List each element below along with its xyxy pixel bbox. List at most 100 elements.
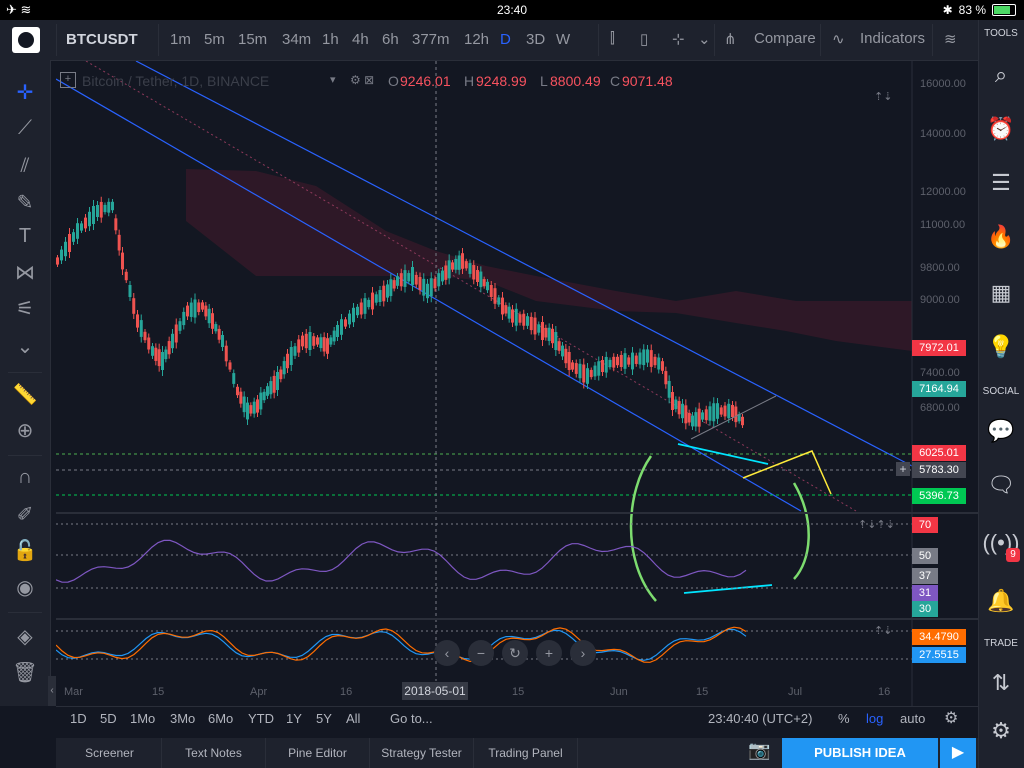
- interval-3D[interactable]: 3D: [526, 31, 546, 48]
- compare-icon[interactable]: ⋔: [724, 31, 737, 48]
- collapse-handle[interactable]: ‹: [48, 676, 56, 706]
- interval-12h[interactable]: 12h: [464, 31, 490, 48]
- interval-5m[interactable]: 5m: [204, 31, 225, 48]
- log-toggle[interactable]: log: [866, 711, 884, 726]
- interval-6h[interactable]: 6h: [382, 31, 399, 48]
- candle-body: [60, 249, 63, 261]
- candle-body: [319, 337, 323, 349]
- tab-trading-panel[interactable]: Trading Panel: [474, 738, 578, 768]
- hotlist-fire-icon[interactable]: 🔥: [987, 224, 1015, 249]
- goto-button[interactable]: Go to...: [390, 711, 433, 726]
- zoom-out-button[interactable]: −: [468, 640, 494, 666]
- news-icon[interactable]: ☰: [991, 170, 1011, 195]
- interval-4h[interactable]: 4h: [352, 31, 369, 48]
- pane-move-icon[interactable]: ⇡⇣⇡⇣: [858, 519, 895, 531]
- zoom-in-button[interactable]: +: [536, 640, 562, 666]
- edit-lock-icon[interactable]: ✐: [16, 504, 34, 526]
- play-icon[interactable]: ▶: [940, 738, 976, 768]
- private-chat-icon[interactable]: 🗨: [987, 472, 1015, 497]
- interval-D[interactable]: D: [500, 31, 511, 48]
- layers-icon[interactable]: ◈: [17, 626, 33, 648]
- brush-icon[interactable]: ✎: [16, 192, 34, 214]
- interval-15m[interactable]: 15m: [238, 31, 268, 48]
- eye-icon[interactable]: ◉: [16, 577, 34, 599]
- trade-icon[interactable]: ⇅: [991, 670, 1011, 695]
- crosshair-icon[interactable]: ✛: [16, 82, 34, 104]
- candle-body: [664, 371, 668, 385]
- interval-34m[interactable]: 34m: [282, 31, 312, 48]
- percent-toggle[interactable]: %: [838, 711, 850, 726]
- interval-1m[interactable]: 1m: [170, 31, 191, 48]
- settings-icon[interactable]: ⚙ ⊠: [350, 73, 375, 87]
- candle-body: [551, 328, 554, 344]
- tab-screener[interactable]: Screener: [58, 738, 162, 768]
- range-YTD[interactable]: YTD: [248, 711, 274, 726]
- templates-icon[interactable]: ≋: [944, 31, 957, 48]
- candle-body: [586, 368, 589, 384]
- range-5Y[interactable]: 5Y: [316, 711, 332, 726]
- scroll-right-button[interactable]: ›: [570, 640, 596, 666]
- reset-chart-button[interactable]: ↻: [502, 640, 528, 666]
- chart-canvas[interactable]: [56, 61, 978, 706]
- ohlc-chart-style-icon[interactable]: ⊹: [672, 31, 685, 48]
- candle-body: [518, 314, 522, 323]
- app-logo[interactable]: [0, 20, 56, 60]
- candle-body: [716, 403, 719, 419]
- calendar-icon[interactable]: ▦: [990, 280, 1012, 305]
- scroll-left-button[interactable]: ‹: [434, 640, 460, 666]
- indicators-button[interactable]: Indicators: [860, 30, 926, 47]
- settings-icon[interactable]: ⚙: [944, 710, 959, 727]
- candles-chart-style-icon[interactable]: ▯: [640, 31, 649, 48]
- text-icon[interactable]: T: [18, 225, 32, 247]
- candle-body: [407, 273, 411, 282]
- zoom-icon[interactable]: ⊕: [16, 420, 34, 442]
- tab-strategy-tester[interactable]: Strategy Tester: [370, 738, 474, 768]
- notifications-bell-icon[interactable]: 🔔: [987, 588, 1015, 613]
- trend-line-icon[interactable]: ⟋: [18, 117, 32, 139]
- trash-icon[interactable]: 🗑: [12, 662, 38, 684]
- ruler-icon[interactable]: 📏: [12, 384, 38, 406]
- alarm-clock-icon[interactable]: ⏰: [987, 116, 1015, 141]
- prediction-icon[interactable]: ⚟: [16, 298, 34, 320]
- candle-body: [574, 363, 578, 374]
- pitchfork-icon[interactable]: ⫽: [20, 155, 30, 177]
- chevron-down-icon[interactable]: ⌄: [698, 31, 711, 48]
- range-3Mo[interactable]: 3Mo: [170, 711, 196, 726]
- add-alert-button[interactable]: +: [896, 462, 910, 476]
- bar-chart-style-icon[interactable]: ⫿: [610, 30, 615, 47]
- interval-377m[interactable]: 377m: [412, 31, 450, 48]
- range-5D[interactable]: 5D: [100, 711, 117, 726]
- magnet-icon[interactable]: ∩: [17, 466, 33, 488]
- tab-text-notes[interactable]: Text Notes: [162, 738, 266, 768]
- compare-button[interactable]: Compare: [754, 30, 816, 47]
- collapse-legend-button[interactable]: +: [60, 72, 76, 88]
- candle-body: [557, 341, 561, 351]
- candle-body: [608, 359, 612, 368]
- range-1Y[interactable]: 1Y: [286, 711, 302, 726]
- tab-pine-editor[interactable]: Pine Editor: [266, 738, 370, 768]
- interval-W[interactable]: W: [556, 31, 571, 48]
- range-1D[interactable]: 1D: [70, 711, 87, 726]
- publish-idea-button[interactable]: PUBLISH IDEA: [782, 738, 938, 768]
- interval-1h[interactable]: 1h: [322, 31, 339, 48]
- triangle-line: [690, 395, 777, 440]
- range-6Mo[interactable]: 6Mo: [208, 711, 234, 726]
- chevron-down-icon[interactable]: ▾: [330, 74, 336, 86]
- pane-move-icon[interactable]: ⇡⇣: [874, 625, 893, 637]
- symbol-search[interactable]: BTCUSDT: [66, 31, 138, 48]
- auto-toggle[interactable]: auto: [900, 711, 926, 726]
- pattern-icon[interactable]: ⋈: [15, 262, 35, 284]
- chevron-down-icon[interactable]: ⌄: [16, 336, 34, 358]
- lock-icon[interactable]: 🔓: [12, 540, 38, 562]
- watchlist-search-icon[interactable]: ⌕: [994, 62, 1008, 87]
- ideas-bulb-icon[interactable]: 💡: [987, 334, 1015, 359]
- settings-gear-icon[interactable]: ⚙: [991, 718, 1011, 743]
- range-All[interactable]: All: [346, 711, 361, 726]
- pane-move-icon[interactable]: ⇡⇣: [874, 91, 893, 103]
- clock-label: 23:40:40 (UTC+2): [708, 711, 813, 726]
- chat-icon[interactable]: 💬: [987, 418, 1015, 443]
- indicators-icon[interactable]: ∿: [832, 31, 845, 48]
- range-1Mo[interactable]: 1Mo: [130, 711, 156, 726]
- price-tag: 5396.73: [912, 488, 966, 504]
- camera-icon[interactable]: 📷: [748, 740, 771, 760]
